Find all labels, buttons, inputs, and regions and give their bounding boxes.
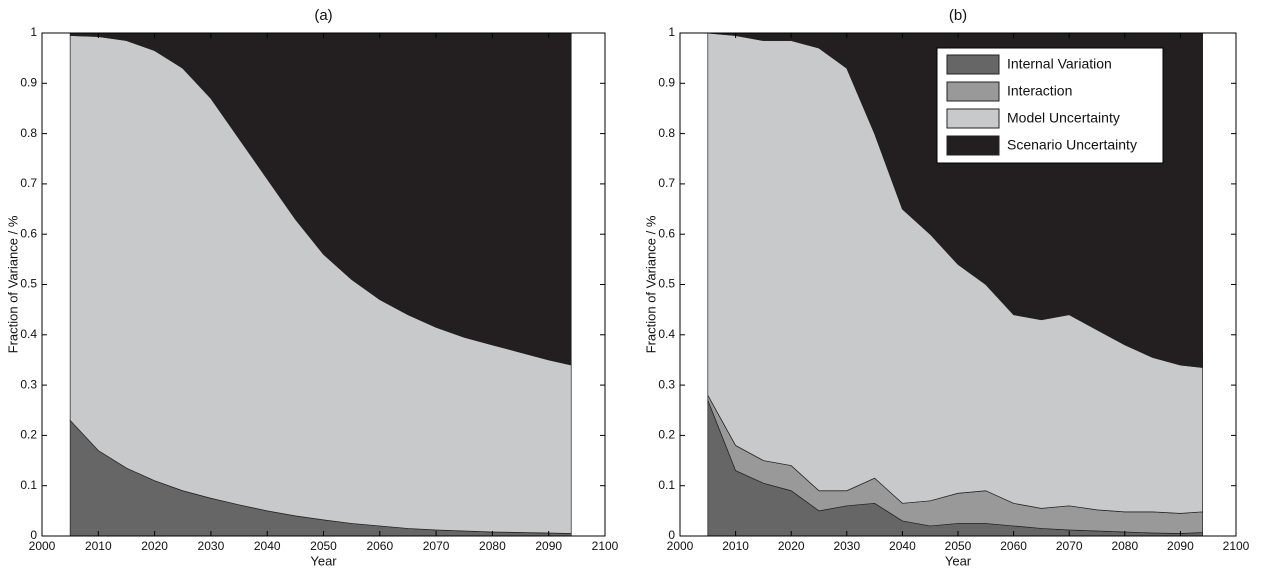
y-tick-label: 0.4 [20, 327, 37, 341]
legend-label: Interaction [1007, 83, 1072, 99]
x-tick-label: 2060 [1000, 539, 1027, 553]
y-tick-label: 0.7 [20, 176, 37, 190]
legend-swatch [946, 54, 1000, 75]
x-axis-label: Year [945, 553, 972, 568]
x-tick-label: 2070 [423, 539, 450, 553]
x-axis-label: Year [310, 553, 337, 568]
legend-label: Model Uncertainty [1007, 110, 1120, 126]
x-tick-label: 2040 [889, 539, 916, 553]
y-tick-label: 0 [30, 528, 37, 542]
y-tick-label: 1 [30, 25, 37, 39]
y-tick-label: 0.6 [20, 226, 37, 240]
y-tick-label: 0.6 [658, 226, 675, 240]
legend-label: Scenario Uncertainty [1007, 137, 1137, 153]
x-tick-label: 2030 [833, 539, 860, 553]
x-tick-label: 2040 [254, 539, 281, 553]
y-tick-label: 1 [668, 25, 675, 39]
y-tick-label: 0.1 [20, 478, 37, 492]
y-tick-label: 0.1 [658, 478, 675, 492]
chart-title: (b) [949, 7, 967, 24]
y-tick-label: 0.5 [20, 277, 37, 291]
y-tick-label: 0.2 [658, 428, 675, 442]
x-tick-label: 2100 [1223, 539, 1250, 553]
x-tick-label: 2030 [198, 539, 225, 553]
y-tick-label: 0.5 [658, 277, 675, 291]
y-tick-label: 0.4 [658, 327, 675, 341]
y-tick-label: 0.2 [20, 428, 37, 442]
x-tick-label: 2060 [366, 539, 393, 553]
y-tick-label: 0.9 [658, 75, 675, 89]
x-tick-label: 2010 [722, 539, 749, 553]
x-tick-label: 2050 [310, 539, 337, 553]
y-tick-label: 0.3 [20, 377, 37, 391]
x-tick-label: 2090 [535, 539, 562, 553]
legend-swatch [946, 108, 1000, 129]
chart-title: (a) [314, 7, 332, 24]
y-tick-label: 0.9 [20, 75, 37, 89]
y-tick-label: 0.7 [658, 176, 675, 190]
x-tick-label: 2080 [1111, 539, 1138, 553]
y-tick-label: 0.8 [20, 126, 37, 140]
x-tick-label: 2050 [945, 539, 972, 553]
legend-swatch [946, 81, 1000, 102]
x-tick-label: 2070 [1056, 539, 1083, 553]
legend-label: Internal Variation [1007, 56, 1112, 72]
y-axis-label: Fraction of Variance / % [5, 215, 20, 353]
x-tick-label: 2000 [667, 539, 694, 553]
y-tick-label: 0 [668, 528, 675, 542]
x-tick-label: 2080 [479, 539, 506, 553]
x-tick-label: 2020 [141, 539, 168, 553]
legend-swatch [946, 135, 1000, 156]
x-tick-label: 2090 [1167, 539, 1194, 553]
y-tick-label: 0.3 [658, 377, 675, 391]
x-tick-label: 2100 [592, 539, 619, 553]
x-tick-label: 2020 [778, 539, 805, 553]
y-axis-label: Fraction of Variance / % [643, 215, 658, 353]
x-tick-label: 2000 [29, 539, 56, 553]
x-tick-label: 2010 [85, 539, 112, 553]
y-tick-label: 0.8 [658, 126, 675, 140]
